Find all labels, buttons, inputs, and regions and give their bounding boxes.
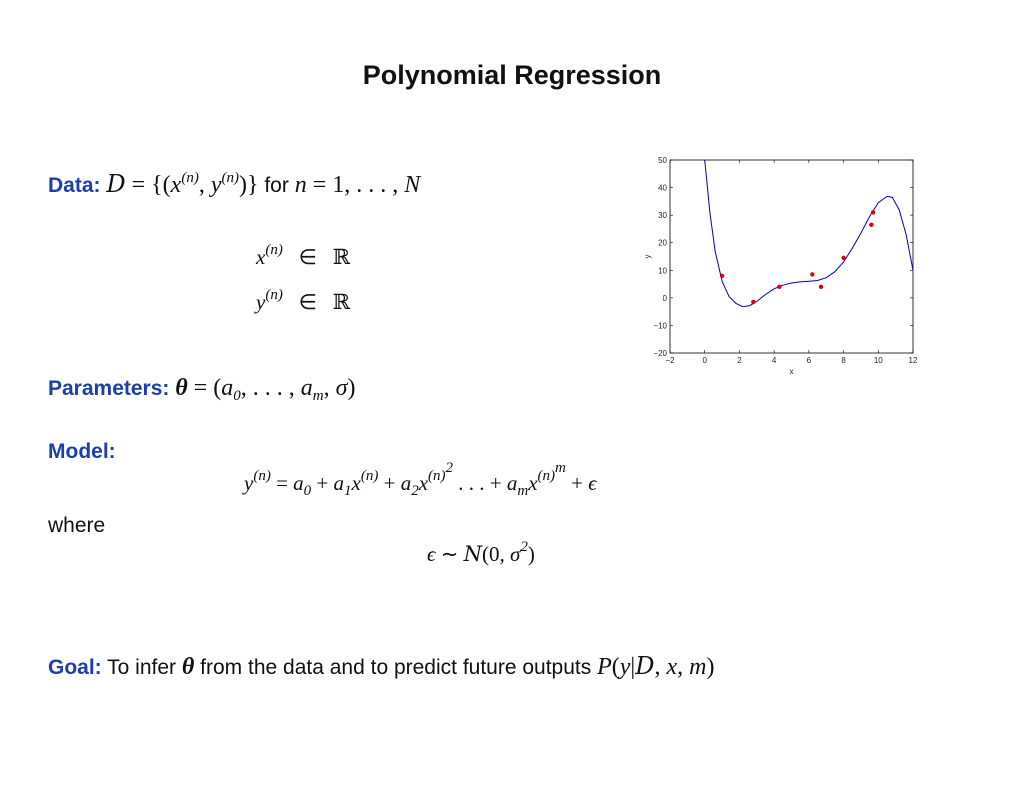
y-tick-label: 40	[658, 184, 667, 193]
model-label-line: Model:	[48, 440, 116, 464]
x-tick-label: −2	[665, 356, 675, 365]
parameters-label: Parameters:	[48, 377, 170, 400]
data-point	[869, 222, 874, 227]
goal-label: Goal:	[48, 656, 102, 679]
data-range: n = 1, . . . , N	[294, 172, 421, 198]
data-point	[841, 255, 846, 261]
y-tick-label: 30	[658, 211, 667, 220]
goal-text-1: To infer	[107, 656, 177, 679]
slide-title: Polynomial Regression	[362, 60, 662, 90]
data-label: Data:	[48, 174, 101, 197]
x-tick-label: 10	[874, 356, 883, 365]
data-point	[818, 284, 824, 290]
data-formula: D = {(x(n), y(n))}	[106, 170, 259, 198]
y-domain: y(n) ∈ ℝ	[256, 287, 351, 315]
goal-formula: P(y|D, x, m)	[597, 652, 715, 680]
x-tick-label: 4	[772, 356, 777, 365]
data-point	[719, 273, 725, 278]
plot-axes-box	[669, 159, 914, 354]
y-tick-label: 20	[658, 239, 667, 248]
y-tick-label: 50	[658, 156, 667, 165]
parameters-formula: θ = (a0, . . . , am, σ)	[175, 375, 356, 404]
x-tick-label: 2	[737, 356, 742, 365]
y-tick-label: 10	[658, 266, 667, 275]
x-tick-label: 6	[807, 356, 812, 365]
x-tick-label: 0	[702, 356, 707, 365]
y-tick-label: −10	[653, 321, 667, 330]
data-point	[777, 284, 782, 290]
fitted-curve	[704, 160, 913, 308]
goal-theta: θ	[181, 654, 195, 680]
data-for-word: for	[264, 174, 289, 197]
goal-text-2: from the data and to predict future outp…	[200, 656, 592, 679]
noise-equation: ϵ ∼ N(0, σ2)	[427, 539, 535, 567]
y-axis-label: y	[643, 255, 652, 259]
y-tick-label: −20	[653, 349, 667, 358]
x-axis-label: x	[790, 367, 794, 376]
y-tick-label: 0	[663, 294, 668, 303]
model-equation: y(n) = a0 + a1x(n) + a2x(n)2 . . . + amx…	[244, 460, 597, 499]
x-tick-label: 8	[841, 356, 846, 365]
x-tick-label: 12	[909, 356, 918, 365]
x-domain: x(n) ∈ ℝ	[256, 242, 351, 270]
where-word: where	[48, 514, 106, 537]
data-point	[751, 299, 756, 305]
data-point	[870, 210, 876, 215]
goal-line: Goal: To infer θ from the data and to pr…	[48, 652, 714, 681]
data-line: Data: D = {(x(n), y(n))} for n = 1, . . …	[48, 170, 420, 199]
parameters-line: Parameters: θ = (a0, . . . , am, σ)	[48, 375, 356, 404]
data-point	[810, 272, 815, 277]
model-label: Model:	[48, 440, 116, 463]
